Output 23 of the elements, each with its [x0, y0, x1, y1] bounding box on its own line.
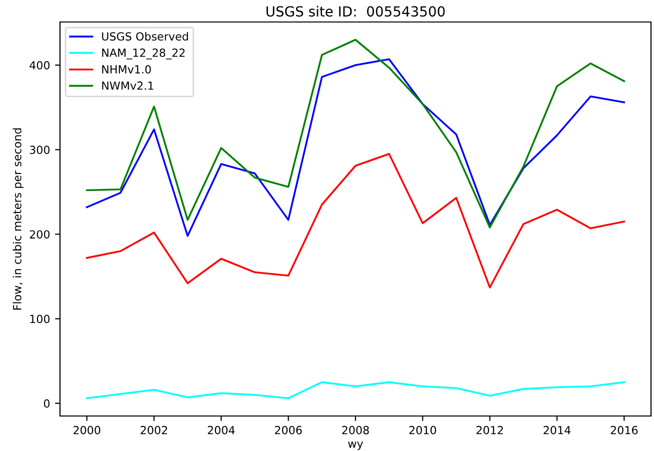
- y-tick-label: 300: [30, 146, 50, 154]
- line-series: [86, 381, 626, 400]
- y-axis-title: Flow, in cubic meters per second: [12, 128, 24, 310]
- y-tick-label: 400: [30, 61, 50, 70]
- legend-label: NHMv1.0: [102, 65, 151, 74]
- x-tick-label: 2012: [476, 426, 503, 434]
- legend-label: NAM_12_28_22: [102, 48, 185, 60]
- x-axis-title: wy: [348, 442, 363, 450]
- chart-title: USGS site ID: 005543500: [266, 6, 445, 17]
- x-tick-label: 2002: [140, 426, 168, 434]
- x-tick-label: 2006: [275, 426, 302, 434]
- y-tick-label: 200: [30, 230, 50, 239]
- y-tick-label: 100: [30, 314, 50, 324]
- x-tick-label: 2004: [208, 426, 235, 434]
- y-tick-label: 0: [44, 399, 50, 408]
- legend-label: NWMv2.1: [102, 81, 154, 90]
- x-tick-label: 2016: [610, 426, 638, 434]
- legend-label: USGS Observed: [102, 32, 188, 41]
- x-tick-label: 2000: [74, 426, 100, 434]
- line-series: [86, 152, 626, 288]
- x-tick-label: 2014: [544, 426, 570, 434]
- x-tick-label: 2010: [409, 426, 436, 434]
- x-tick-label: 2008: [342, 426, 369, 434]
